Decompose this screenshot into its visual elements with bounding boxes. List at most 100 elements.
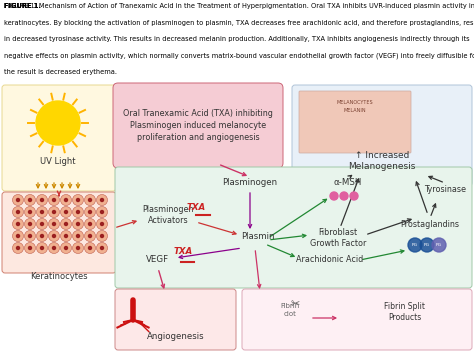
Circle shape xyxy=(84,243,95,253)
Text: Keratinocytes: Keratinocytes xyxy=(30,272,88,281)
Circle shape xyxy=(36,101,80,145)
Circle shape xyxy=(76,234,80,238)
Circle shape xyxy=(28,210,31,214)
Circle shape xyxy=(12,219,24,230)
Text: Fibrin Split
Products: Fibrin Split Products xyxy=(384,302,426,322)
Circle shape xyxy=(53,222,55,226)
Circle shape xyxy=(61,195,72,206)
Circle shape xyxy=(40,246,44,250)
Text: the result is decreased erythema.: the result is decreased erythema. xyxy=(4,69,117,75)
Text: ↑ Increased
Melanogenesis: ↑ Increased Melanogenesis xyxy=(348,151,416,171)
Circle shape xyxy=(73,231,83,241)
Circle shape xyxy=(40,222,44,226)
Circle shape xyxy=(76,222,80,226)
FancyBboxPatch shape xyxy=(299,91,411,153)
Circle shape xyxy=(25,231,36,241)
Circle shape xyxy=(17,222,19,226)
Circle shape xyxy=(64,222,67,226)
Circle shape xyxy=(61,231,72,241)
Circle shape xyxy=(89,199,91,201)
Text: PG: PG xyxy=(424,243,430,247)
Circle shape xyxy=(12,243,24,253)
Circle shape xyxy=(25,207,36,218)
Text: FIGURE 1. Mechanism of Action of Tranexamic Acid in the Treatment of Hyperpigmen: FIGURE 1. Mechanism of Action of Tranexa… xyxy=(4,3,474,9)
Circle shape xyxy=(25,219,36,230)
Text: PG: PG xyxy=(412,243,418,247)
Circle shape xyxy=(40,210,44,214)
Circle shape xyxy=(12,195,24,206)
Circle shape xyxy=(36,195,47,206)
Circle shape xyxy=(48,231,60,241)
Text: Oral Tranexamic Acid (TXA) inhibiting
Plasminogen induced melanocyte
proliferati: Oral Tranexamic Acid (TXA) inhibiting Pl… xyxy=(123,108,273,143)
Circle shape xyxy=(76,199,80,201)
Circle shape xyxy=(12,207,24,218)
Circle shape xyxy=(28,234,31,238)
Circle shape xyxy=(25,243,36,253)
Circle shape xyxy=(73,243,83,253)
Circle shape xyxy=(64,199,67,201)
Circle shape xyxy=(64,246,67,250)
Circle shape xyxy=(89,222,91,226)
Circle shape xyxy=(28,246,31,250)
Text: Plasminogen
Activators: Plasminogen Activators xyxy=(142,205,194,225)
Circle shape xyxy=(12,231,24,241)
Circle shape xyxy=(89,210,91,214)
Text: TXA: TXA xyxy=(173,247,192,257)
FancyBboxPatch shape xyxy=(2,192,116,273)
Text: Fibrin
clot: Fibrin clot xyxy=(281,303,300,317)
Circle shape xyxy=(53,246,55,250)
Text: VEGF: VEGF xyxy=(146,255,170,264)
Circle shape xyxy=(84,195,95,206)
Circle shape xyxy=(48,195,60,206)
Circle shape xyxy=(330,192,338,200)
FancyBboxPatch shape xyxy=(113,83,283,168)
Circle shape xyxy=(432,238,446,252)
Circle shape xyxy=(350,192,358,200)
Circle shape xyxy=(76,246,80,250)
Circle shape xyxy=(84,207,95,218)
Circle shape xyxy=(17,199,19,201)
Text: ✂: ✂ xyxy=(290,299,300,309)
Circle shape xyxy=(73,219,83,230)
Text: keratinocytes. By blocking the activation of plasminogen to plasmin, TXA decreas: keratinocytes. By blocking the activatio… xyxy=(4,19,474,25)
Text: Arachidonic Acid: Arachidonic Acid xyxy=(296,255,364,264)
Circle shape xyxy=(36,219,47,230)
Circle shape xyxy=(53,199,55,201)
Circle shape xyxy=(53,234,55,238)
Circle shape xyxy=(100,234,103,238)
Circle shape xyxy=(84,231,95,241)
Circle shape xyxy=(64,234,67,238)
Circle shape xyxy=(100,199,103,201)
Circle shape xyxy=(97,243,108,253)
Circle shape xyxy=(89,246,91,250)
Text: TXA: TXA xyxy=(186,202,206,212)
Text: MELANOCYTES: MELANOCYTES xyxy=(337,100,374,105)
Text: Tyrosinase: Tyrosinase xyxy=(424,185,466,194)
Circle shape xyxy=(61,243,72,253)
Circle shape xyxy=(36,207,47,218)
Circle shape xyxy=(73,195,83,206)
Circle shape xyxy=(420,238,434,252)
Circle shape xyxy=(73,207,83,218)
Circle shape xyxy=(408,238,422,252)
Circle shape xyxy=(84,219,95,230)
Circle shape xyxy=(36,243,47,253)
Text: in decreased tyrosinase activity. This results in decreased melanin production. : in decreased tyrosinase activity. This r… xyxy=(4,36,470,42)
Text: MELANIN: MELANIN xyxy=(344,108,366,113)
Text: α-MSH: α-MSH xyxy=(334,178,362,187)
FancyBboxPatch shape xyxy=(242,289,472,350)
Circle shape xyxy=(89,234,91,238)
Circle shape xyxy=(100,246,103,250)
Circle shape xyxy=(97,231,108,241)
Circle shape xyxy=(17,234,19,238)
Circle shape xyxy=(100,210,103,214)
Circle shape xyxy=(64,210,67,214)
Circle shape xyxy=(76,210,80,214)
FancyBboxPatch shape xyxy=(2,85,116,191)
Text: Plasminogen: Plasminogen xyxy=(222,178,278,187)
Text: Angiogenesis: Angiogenesis xyxy=(146,332,204,341)
FancyBboxPatch shape xyxy=(292,85,472,186)
Circle shape xyxy=(100,222,103,226)
Text: Fibroblast
Growth Factor: Fibroblast Growth Factor xyxy=(310,228,366,248)
Text: FIGURE 1.: FIGURE 1. xyxy=(4,3,41,9)
